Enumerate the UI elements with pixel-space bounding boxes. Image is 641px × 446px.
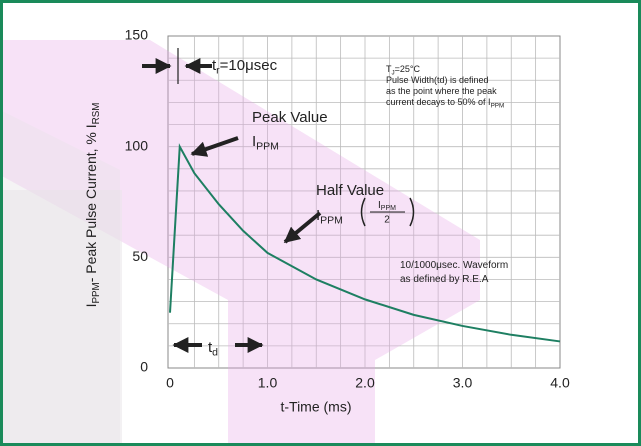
annotation: IPPM [252, 133, 279, 152]
y-tick-label: 50 [132, 248, 148, 264]
text-part: PPM [381, 205, 396, 212]
gray-block [0, 190, 122, 446]
text-part: =10μsec [220, 57, 278, 74]
pink-band [0, 40, 480, 446]
y-tick-label: 100 [125, 137, 149, 153]
text-part: T [386, 64, 392, 74]
arrow [190, 136, 239, 157]
arrows [142, 48, 322, 353]
annotation: Half Value [316, 182, 384, 199]
text-part: Half Value [316, 182, 384, 199]
text-part: PPM [256, 140, 279, 152]
text-part: PPM [91, 282, 102, 303]
text-part: Peak Value [252, 109, 328, 126]
annotation: IPPM [316, 207, 343, 226]
annotation: Pulse Width(td) is defined [386, 75, 489, 85]
x-axis-label: t-Time (ms) [280, 399, 351, 415]
parentheses [360, 197, 415, 227]
text-part: I [316, 207, 320, 224]
y-tick-label: 0 [140, 359, 148, 375]
x-tick-label: 3.0 [453, 375, 473, 391]
annotation: tr=10μsec [212, 57, 278, 76]
text-part: I [252, 133, 256, 150]
text-part: PPM [491, 102, 505, 109]
text-part: J [392, 69, 395, 76]
x-tick-label: 4.0 [550, 375, 570, 391]
text-part: r [216, 64, 220, 76]
annotation: 10/1000μsec. Waveform [400, 260, 508, 271]
y-tick-label: 150 [125, 27, 149, 43]
x-tick-label: 1.0 [258, 375, 278, 391]
text-part: 10/1000μsec. Waveform [400, 260, 508, 271]
text-part: PPM [320, 214, 343, 226]
fraction-numerator: IPPM [378, 200, 396, 212]
text-part: I [378, 200, 381, 211]
fraction-denominator: 2 [384, 215, 390, 226]
text-part: current decays to 50% of I [386, 97, 491, 107]
annotation: as the point where the peak [386, 86, 497, 96]
gray-block [0, 110, 120, 446]
annotation: Peak Value [252, 109, 328, 126]
text-part: d [212, 346, 218, 358]
watermark [0, 40, 480, 446]
text-part: t [212, 57, 217, 74]
x-tick-label: 2.0 [355, 375, 375, 391]
line [169, 143, 561, 343]
text-part: I [83, 304, 99, 308]
x-tick-label: 0 [166, 375, 174, 391]
text-part: =25°C [395, 64, 421, 74]
text-part: t [208, 339, 213, 356]
annotation: td [208, 339, 218, 358]
text-part: Pulse Width(td) is defined [386, 75, 489, 85]
text-part: - Peak Pulse Current, % I [83, 124, 99, 282]
y-axis-label: IPPM- Peak Pulse Current, % IRSM [83, 103, 102, 308]
annotation: TJ=25°C [386, 64, 421, 76]
text-part: as the point where the peak [386, 86, 497, 96]
annotation: as defined by R.E.A [400, 274, 489, 285]
text-part: RSM [91, 103, 102, 125]
arrow [283, 211, 322, 244]
grid [168, 36, 560, 368]
text-part: as defined by R.E.A [400, 274, 489, 285]
annotation: current decays to 50% of IPPM [386, 97, 504, 109]
